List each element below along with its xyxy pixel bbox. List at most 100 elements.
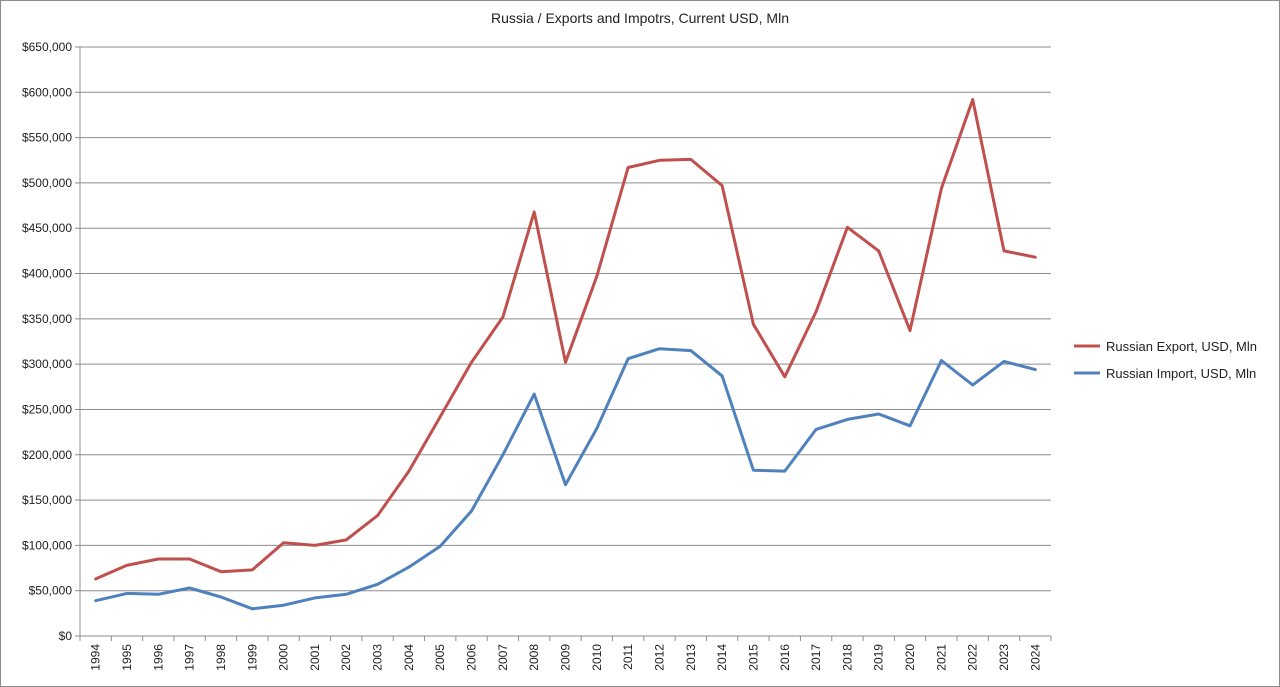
data-point bbox=[689, 158, 692, 161]
data-point bbox=[877, 412, 880, 416]
data-point bbox=[564, 361, 567, 364]
data-point bbox=[940, 187, 943, 190]
gridlines bbox=[80, 46, 1051, 637]
x-tick-label: 2007 bbox=[496, 644, 510, 671]
data-point bbox=[219, 570, 223, 573]
x-tick-label: 2002 bbox=[339, 644, 353, 671]
y-tick-label: $300,000 bbox=[22, 357, 72, 371]
data-point bbox=[908, 424, 912, 427]
data-point bbox=[94, 577, 97, 581]
y-axis: $0 $50,000 $100,000 $150,000 $200,000 $250,00… bbox=[22, 40, 81, 643]
data-point bbox=[940, 359, 943, 362]
data-point bbox=[1034, 368, 1037, 371]
data-point bbox=[282, 603, 285, 607]
data-point bbox=[971, 383, 974, 387]
y-tick-label: $100,000 bbox=[22, 538, 72, 552]
data-point bbox=[219, 595, 223, 599]
data-point bbox=[376, 583, 379, 586]
y-tick-label: $550,000 bbox=[22, 131, 72, 145]
data-point bbox=[658, 347, 661, 350]
chart-title: Russia / Exports and Impotrs, Current US… bbox=[491, 10, 789, 26]
series-lines bbox=[94, 98, 1037, 611]
x-tick-label: 2001 bbox=[308, 644, 322, 671]
x-tick-label: 2022 bbox=[966, 644, 980, 671]
data-point bbox=[282, 541, 285, 544]
data-point bbox=[439, 545, 442, 548]
data-point bbox=[157, 557, 160, 561]
data-point bbox=[407, 469, 411, 473]
data-point bbox=[470, 361, 473, 364]
data-point bbox=[814, 428, 818, 431]
data-point bbox=[313, 544, 317, 547]
data-point bbox=[783, 469, 786, 473]
data-point bbox=[470, 509, 473, 513]
x-tick-label: 2016 bbox=[778, 644, 792, 671]
data-point bbox=[626, 166, 630, 169]
data-point bbox=[251, 607, 254, 611]
data-point bbox=[1034, 256, 1037, 259]
data-point bbox=[720, 374, 724, 378]
x-tick-label: 2014 bbox=[715, 644, 729, 671]
data-point bbox=[595, 427, 599, 430]
x-tick-label: 1996 bbox=[151, 644, 165, 671]
data-point bbox=[501, 315, 505, 319]
data-point bbox=[345, 538, 348, 542]
data-point bbox=[345, 593, 348, 596]
data-point bbox=[658, 159, 661, 162]
data-point bbox=[971, 98, 974, 101]
x-tick-label: 1999 bbox=[245, 644, 259, 671]
y-tick-label: $150,000 bbox=[22, 493, 72, 507]
data-point bbox=[125, 564, 129, 567]
data-point bbox=[188, 557, 191, 561]
x-tick-label: 2013 bbox=[684, 644, 698, 671]
data-point bbox=[407, 565, 411, 569]
x-tick-label: 2018 bbox=[840, 644, 854, 671]
data-point bbox=[783, 375, 786, 379]
legend-label: Russian Import, USD, Mln bbox=[1106, 366, 1256, 381]
data-point bbox=[814, 310, 818, 313]
data-point bbox=[908, 329, 912, 332]
data-point bbox=[313, 596, 317, 600]
y-tick-label: $0 bbox=[59, 629, 73, 643]
x-tick-label: 2005 bbox=[433, 644, 447, 671]
data-point bbox=[564, 483, 567, 486]
x-tick-label: 2004 bbox=[402, 644, 416, 671]
data-point bbox=[877, 249, 880, 253]
y-tick-label: $400,000 bbox=[22, 267, 72, 281]
y-tick-label: $450,000 bbox=[22, 221, 72, 235]
data-point bbox=[846, 418, 849, 421]
y-tick-label: $250,000 bbox=[22, 402, 72, 416]
x-tick-label: 1995 bbox=[120, 644, 134, 671]
x-tick-label: 1997 bbox=[183, 644, 197, 671]
x-tick-label: 2023 bbox=[997, 644, 1011, 671]
x-axis: 1994 1995 1996 1997 1998 1999 2000 2001 2002 2003… bbox=[79, 636, 1052, 671]
x-tick-label: 2024 bbox=[1028, 644, 1042, 671]
data-point bbox=[1002, 360, 1006, 363]
x-tick-label: 2000 bbox=[277, 644, 291, 671]
x-tick-label: 2020 bbox=[903, 644, 917, 671]
data-point bbox=[376, 514, 379, 517]
x-tick-label: 2017 bbox=[809, 644, 823, 671]
data-point bbox=[752, 468, 755, 472]
data-point bbox=[752, 323, 755, 326]
x-tick-label: 2009 bbox=[559, 644, 573, 671]
series-line-0 bbox=[94, 98, 1037, 581]
x-tick-label: 2019 bbox=[872, 644, 886, 671]
data-point bbox=[94, 599, 97, 602]
y-tick-label: $600,000 bbox=[22, 85, 72, 99]
x-tick-label: 2021 bbox=[934, 644, 948, 671]
data-point bbox=[439, 415, 442, 418]
data-point bbox=[689, 349, 692, 352]
data-point bbox=[720, 184, 724, 187]
data-point bbox=[1002, 249, 1006, 253]
y-tick-label: $350,000 bbox=[22, 312, 72, 326]
data-point bbox=[188, 586, 191, 590]
x-tick-label: 2012 bbox=[652, 644, 666, 671]
data-point bbox=[532, 210, 536, 214]
x-tick-label: 2010 bbox=[590, 644, 604, 671]
x-tick-label: 1998 bbox=[214, 644, 228, 671]
x-tick-label: 2011 bbox=[621, 644, 635, 670]
data-point bbox=[532, 392, 536, 396]
